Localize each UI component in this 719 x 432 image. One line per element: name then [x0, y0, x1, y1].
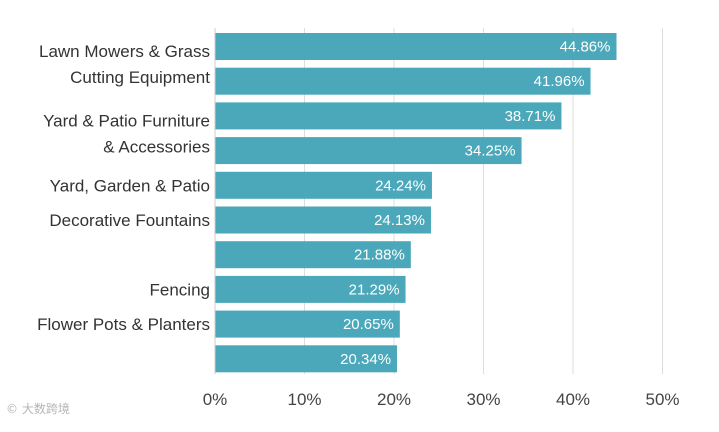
x-tick-label: 20% [377, 390, 411, 409]
watermark: © 大数跨境 [6, 402, 70, 416]
bar [215, 33, 617, 60]
category-label: Fencing [150, 280, 210, 299]
category-label: Yard, Garden & Patio [50, 176, 210, 195]
x-tick-label: 0% [203, 390, 228, 409]
bar-value-label: 44.86% [560, 39, 611, 56]
bar [215, 241, 411, 269]
bar-value-label: 24.13% [374, 212, 425, 229]
category-label: Lawn Mowers & Grass [39, 42, 210, 61]
bar-value-label: 34.25% [465, 143, 516, 160]
x-tick-label: 50% [645, 390, 679, 409]
x-tick-label: 10% [287, 390, 321, 409]
bar-value-label: 24.24% [375, 177, 426, 194]
bar [215, 206, 431, 234]
bar-value-label: 20.65% [343, 316, 394, 333]
bar-value-label: 20.34% [340, 351, 391, 368]
bar-value-label: 38.71% [505, 108, 556, 125]
bar-value-label: 21.29% [349, 281, 400, 298]
category-label: Yard & Patio Furniture [43, 111, 210, 130]
bar [215, 67, 591, 95]
bar [215, 171, 432, 199]
category-label: Flower Pots & Planters [37, 315, 210, 334]
bar [215, 102, 562, 130]
bar [215, 345, 398, 373]
category-label: & Accessories [103, 137, 210, 156]
x-tick-label: 30% [466, 390, 500, 409]
bar [215, 137, 522, 165]
x-tick-label: 40% [556, 390, 590, 409]
bar-value-label: 41.96% [534, 73, 585, 90]
category-label: Cutting Equipment [70, 68, 210, 87]
bar [215, 310, 400, 338]
bar [215, 275, 406, 303]
category-label: Decorative Fountains [49, 211, 210, 230]
bar-value-label: 21.88% [354, 247, 405, 264]
